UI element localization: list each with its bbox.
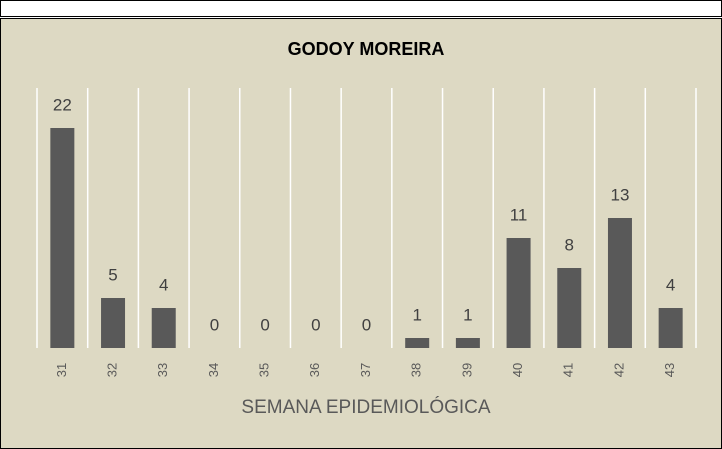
x-tick-label: 31 <box>54 363 69 377</box>
x-tick-label: 42 <box>611 363 626 377</box>
x-tick-label: 32 <box>104 363 119 377</box>
bar <box>101 298 126 348</box>
x-tick-label: 33 <box>155 363 170 377</box>
bar <box>506 238 531 348</box>
bar <box>405 338 430 348</box>
data-label: 5 <box>108 265 117 284</box>
x-tick-label: 40 <box>510 363 525 377</box>
bar <box>455 338 480 348</box>
data-label: 4 <box>666 275 675 294</box>
data-label: 13 <box>611 185 630 204</box>
x-tick-label: 37 <box>358 363 373 377</box>
x-tick-label: 38 <box>409 363 424 377</box>
data-label: 1 <box>463 305 472 324</box>
chart-area <box>0 18 722 449</box>
x-tick-label: 34 <box>206 363 221 377</box>
x-tick-label: 39 <box>459 363 474 377</box>
data-label: 22 <box>53 95 72 114</box>
data-label: 0 <box>311 315 320 334</box>
data-label: 0 <box>210 315 219 334</box>
x-tick-label: 43 <box>662 363 677 377</box>
x-axis-title: SEMANA EPIDEMIOLÓGICA <box>241 396 490 418</box>
data-label: 11 <box>510 205 528 224</box>
bar <box>607 218 632 348</box>
x-tick-label: 35 <box>257 363 272 377</box>
data-label: 4 <box>159 275 168 294</box>
x-tick-label: 41 <box>561 363 576 377</box>
x-tick-label: 36 <box>307 363 322 377</box>
data-label: 8 <box>565 235 574 254</box>
top-strip <box>0 0 722 17</box>
bar <box>151 308 176 348</box>
bar <box>658 308 683 348</box>
data-label: 0 <box>260 315 269 334</box>
data-label: 1 <box>412 305 421 324</box>
bar <box>557 268 582 348</box>
chart-title: GODOY MOREIRA <box>288 39 445 59</box>
bar <box>50 128 75 348</box>
data-label: 0 <box>362 315 371 334</box>
